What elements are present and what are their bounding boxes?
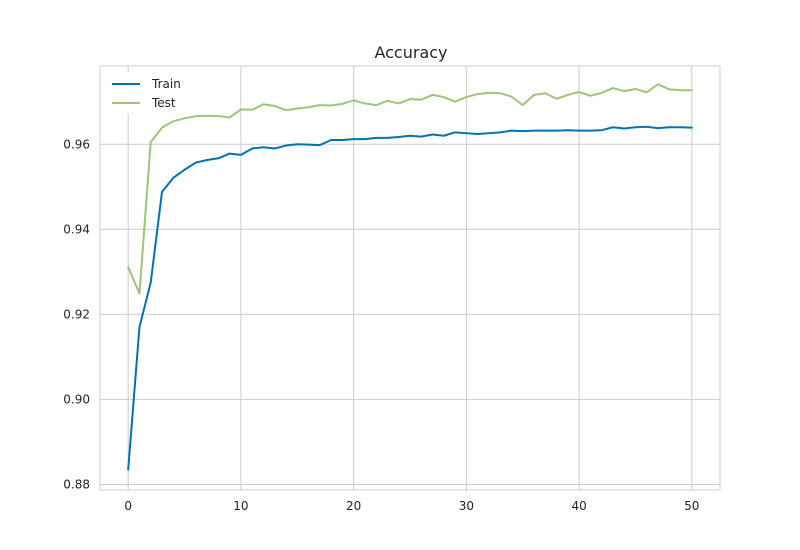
grid-lines	[100, 66, 720, 490]
legend-label-test: Test	[151, 96, 176, 110]
x-tick-label: 20	[346, 499, 361, 513]
plot-area	[99, 65, 721, 491]
y-tick-label: 0.90	[63, 392, 90, 406]
series-line-test	[127, 83, 693, 295]
y-tick-label: 0.94	[63, 222, 90, 236]
legend: Train Test	[106, 72, 188, 114]
x-tick-label: 30	[459, 499, 474, 513]
chart-title: Accuracy	[374, 43, 447, 62]
x-tick-label: 10	[233, 499, 248, 513]
y-tick-label: 0.88	[63, 477, 90, 491]
y-tick-label: 0.96	[63, 137, 90, 151]
x-tick-label: 0	[124, 499, 132, 513]
y-tick-label: 0.92	[63, 307, 90, 321]
legend-label-train: Train	[151, 77, 181, 91]
series-line-train	[127, 125, 693, 471]
x-tick-label: 40	[571, 499, 586, 513]
x-tick-label: 50	[684, 499, 699, 513]
tick-labels: 0 10 20 30 40 50 0.88 0.90 0.92 0.94 0.96	[63, 137, 699, 513]
series-lines	[127, 83, 693, 471]
legend-box	[106, 72, 188, 114]
